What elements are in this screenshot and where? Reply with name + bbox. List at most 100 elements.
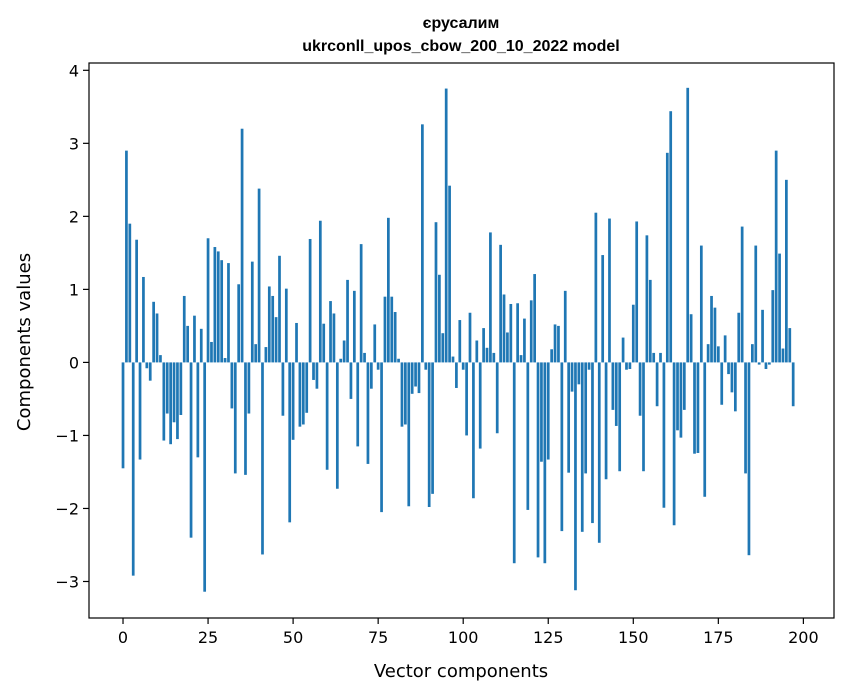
y-tick-label: 1 bbox=[69, 280, 79, 299]
bar bbox=[574, 362, 577, 591]
x-tick-label: 200 bbox=[788, 628, 819, 647]
plot-area-frame bbox=[88, 62, 835, 619]
bar bbox=[696, 362, 700, 453]
bar bbox=[642, 362, 645, 472]
bar bbox=[635, 221, 639, 363]
x-tick-label: 125 bbox=[533, 628, 564, 647]
bar bbox=[608, 218, 611, 363]
bar bbox=[533, 274, 536, 363]
bar bbox=[771, 290, 775, 363]
bar bbox=[550, 349, 554, 363]
bar bbox=[475, 340, 479, 363]
bar bbox=[502, 294, 506, 363]
bar bbox=[312, 362, 315, 380]
bar bbox=[618, 362, 622, 472]
chart-title-line1: єрусалим bbox=[423, 15, 500, 32]
bar bbox=[468, 312, 472, 363]
bar bbox=[291, 362, 295, 440]
bar bbox=[587, 362, 591, 370]
bar-series bbox=[121, 87, 795, 592]
bar bbox=[342, 340, 346, 363]
bar bbox=[431, 362, 434, 494]
bar bbox=[727, 362, 730, 375]
bar bbox=[659, 352, 662, 363]
bar bbox=[182, 295, 186, 363]
bar bbox=[373, 324, 377, 363]
bar bbox=[740, 226, 744, 363]
bar bbox=[427, 362, 431, 507]
bar bbox=[250, 261, 254, 363]
bar bbox=[703, 362, 707, 497]
y-axis-label: Components values bbox=[14, 253, 35, 431]
bar bbox=[669, 111, 673, 363]
bar bbox=[206, 238, 210, 363]
bar bbox=[441, 333, 445, 363]
bar bbox=[451, 356, 455, 363]
bar bbox=[754, 245, 758, 363]
bar bbox=[397, 358, 400, 363]
bar bbox=[648, 279, 652, 363]
bar bbox=[676, 362, 679, 431]
bar bbox=[322, 323, 326, 363]
bar bbox=[230, 362, 234, 409]
bar bbox=[594, 212, 598, 363]
bar bbox=[686, 87, 690, 363]
bar bbox=[159, 355, 162, 363]
bar bbox=[751, 344, 754, 363]
bar bbox=[577, 362, 581, 385]
bar bbox=[448, 185, 451, 363]
bar bbox=[580, 362, 584, 532]
bar bbox=[176, 362, 179, 440]
y-tick-label: −3 bbox=[55, 572, 79, 591]
y-tick-label: 4 bbox=[69, 61, 79, 80]
bar bbox=[764, 362, 768, 369]
bar bbox=[148, 362, 152, 381]
bar bbox=[220, 260, 224, 363]
bar bbox=[604, 362, 608, 480]
bar bbox=[404, 362, 407, 425]
bar bbox=[305, 362, 309, 413]
bar bbox=[509, 303, 513, 363]
bar bbox=[543, 362, 547, 564]
bar bbox=[512, 362, 516, 564]
bar bbox=[747, 362, 751, 556]
bar bbox=[614, 362, 618, 426]
bar bbox=[339, 358, 343, 363]
bar bbox=[516, 303, 519, 363]
bar bbox=[536, 362, 540, 558]
bar bbox=[478, 362, 482, 449]
bar bbox=[152, 301, 155, 363]
bar bbox=[489, 232, 492, 363]
bar bbox=[611, 362, 615, 410]
bar bbox=[472, 362, 475, 499]
bar bbox=[284, 288, 288, 363]
bar bbox=[335, 362, 339, 489]
bar bbox=[482, 328, 485, 363]
bar bbox=[485, 347, 489, 363]
bar bbox=[138, 362, 142, 460]
bar bbox=[455, 362, 458, 388]
bar bbox=[359, 244, 363, 363]
bar bbox=[628, 362, 632, 369]
bar bbox=[421, 124, 424, 363]
x-tick-label: 50 bbox=[283, 628, 303, 647]
bar bbox=[162, 362, 166, 441]
bar bbox=[410, 362, 414, 394]
y-tick-label: 2 bbox=[69, 207, 79, 226]
bar bbox=[757, 362, 761, 365]
bar bbox=[526, 362, 530, 510]
bar bbox=[713, 307, 717, 363]
bar bbox=[376, 362, 380, 370]
y-tick-label: −2 bbox=[55, 499, 79, 518]
x-tick-label: 75 bbox=[368, 628, 388, 647]
bar bbox=[444, 88, 448, 363]
bar bbox=[645, 235, 649, 363]
bar bbox=[346, 279, 349, 363]
bar bbox=[237, 284, 241, 363]
bar bbox=[254, 344, 258, 363]
bar bbox=[165, 362, 169, 414]
bar bbox=[652, 352, 656, 363]
y-tick-label: 3 bbox=[69, 134, 79, 153]
bar bbox=[213, 247, 217, 363]
